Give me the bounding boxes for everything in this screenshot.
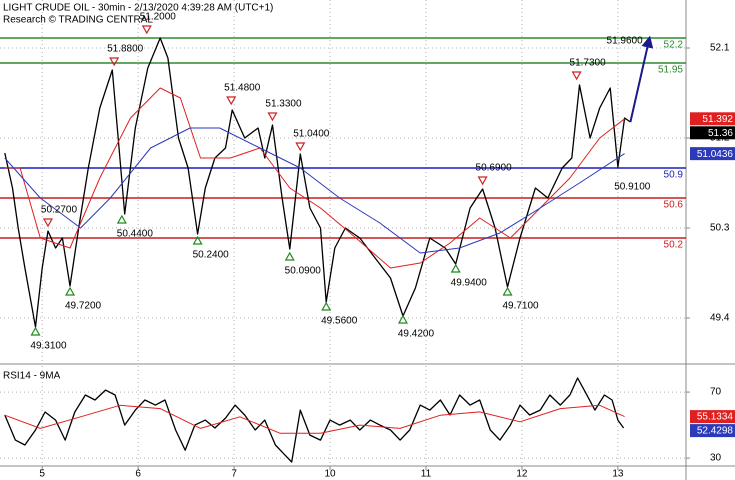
price-box [690,424,735,438]
trough-marker [502,286,513,296]
price-box-label: 51.0436 [697,149,734,160]
series-line [4,127,625,254]
annotation-label: 49.7100 [502,301,539,312]
peak-marker [141,25,152,35]
chart-subtitle: Research © TRADING CENTRAL [3,15,153,26]
peak-marker [295,142,306,152]
trough-marker [192,235,203,245]
trough-marker [65,286,76,296]
level-label: 51.95 [658,65,683,76]
series-line [4,87,625,269]
x-tick-label: 10 [324,469,336,480]
x-tick-label: 13 [612,469,624,480]
annotation-label: 49.5600 [321,316,358,327]
peak-marker [267,112,278,122]
trough-marker [450,263,461,273]
trough-marker [321,301,332,311]
annotation-label: 51.0400 [293,129,330,140]
x-tick-label: 5 [39,469,45,480]
series-line [4,404,625,434]
series-line [4,37,631,328]
annotation-label: 49.4200 [398,329,435,340]
annotation-label: 51.2000 [140,12,177,23]
x-tick-label: 12 [516,469,528,480]
annotation-label: 50.2400 [193,250,230,261]
annotation-label: 51.8800 [107,44,144,55]
x-tick-label: 7 [231,469,237,480]
price-box [690,410,735,424]
trough-marker [116,214,127,224]
annotation-label: 50.9100 [614,182,651,193]
peak-marker [571,71,582,81]
annotation-label: 50.2700 [41,205,78,216]
annotation-label: 49.7200 [65,301,102,312]
level-label: 50.9 [664,170,684,181]
price-box [690,126,735,140]
rsi-title: RSI14 - 9MA [3,371,61,382]
level-label: 50.2 [664,240,684,251]
annotation-label: 51.3300 [265,99,302,110]
annotation-label: 51.7300 [570,58,607,69]
trough-marker [30,326,41,336]
series-line [4,377,625,463]
price-box-label: 52.4298 [697,426,734,437]
peak-marker [226,96,237,106]
annotation-label: 50.6900 [476,163,513,174]
annotation-label: 49.9400 [451,278,488,289]
peak-marker [109,57,120,67]
price-box-label: 51.36 [708,128,733,139]
x-tick-label: 11 [421,469,432,480]
trough-marker [397,314,408,324]
annotation-label: 50.0900 [285,266,322,277]
peak-marker [477,176,488,186]
y-tick-label: 49.4 [710,313,730,324]
forecast-arrow [629,35,654,123]
y-tick-label: 70 [710,387,722,398]
annotation-label: 51.4800 [224,83,261,94]
level-label: 50.6 [664,200,684,211]
annotation-label: 49.3100 [30,341,67,352]
price-box [690,147,735,161]
annotation-label: 51.9600 [607,36,644,47]
price-box-label: 55.1334 [697,412,734,423]
price-box-label: 51.392 [702,114,733,125]
y-tick-label: 30 [710,453,722,464]
trough-marker [284,251,295,261]
peak-marker [42,218,54,228]
y-tick-label: 52.1 [710,43,730,54]
price-box [690,112,735,126]
y-tick-label: 50.3 [710,223,730,234]
x-tick-label: 6 [135,469,141,480]
annotation-label: 50.4400 [117,229,154,240]
level-label: 52.2 [664,40,684,51]
